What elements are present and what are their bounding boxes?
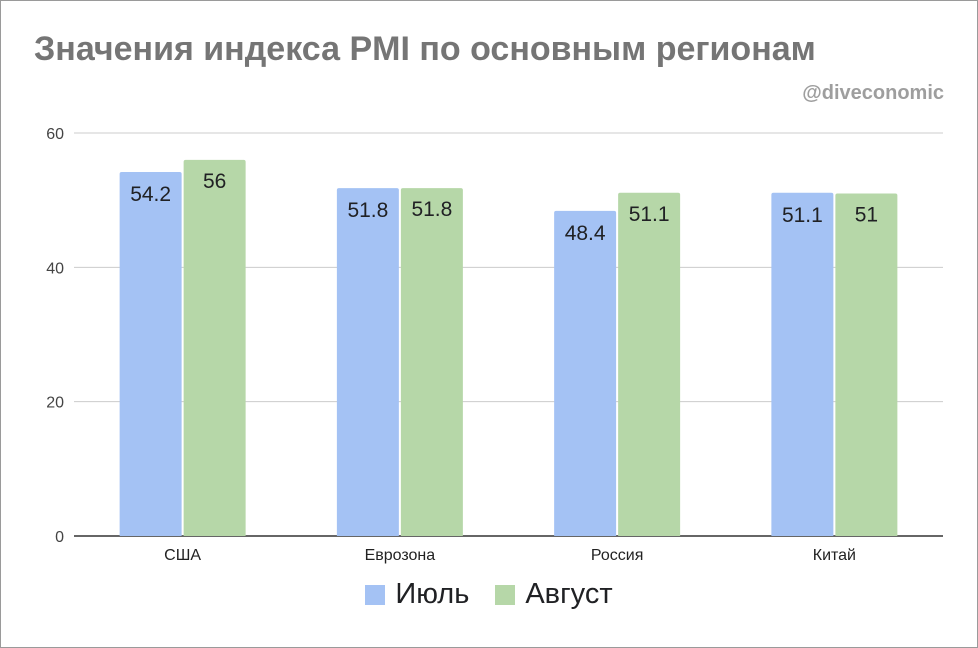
data-label: 51.8 [411,198,452,221]
bar [119,171,182,536]
data-label: 54.2 [130,183,171,206]
legend-swatch-july [365,584,386,605]
x-tick-label: Еврозона [365,547,436,564]
y-tick-label: 20 [46,395,64,412]
data-label: 51 [855,203,878,226]
bar [618,192,681,537]
bar [336,188,399,536]
bar [400,188,463,536]
legend-swatch-august [495,584,516,605]
y-tick-label: 0 [55,529,64,546]
bar [183,159,246,536]
legend-item-august[interactable]: Август [495,578,613,611]
bar [554,210,617,536]
y-tick-label: 60 [46,126,64,143]
data-label: 56 [203,170,226,193]
y-tick-label: 40 [46,260,64,277]
data-label: 51.8 [347,199,388,222]
legend-item-july[interactable]: Июль [365,578,469,611]
legend-label-july: Июль [395,578,470,610]
chart-title: Значения индекса PMI по основным региона… [34,30,816,68]
x-tick-label: Россия [591,547,643,564]
bar [771,192,834,537]
data-label: 51.1 [629,203,670,226]
bar [835,193,898,536]
x-tick-label: США [164,547,201,564]
x-tick-label: Китай [813,547,856,564]
legend-label-august: Август [525,578,613,610]
data-label: 48.4 [565,222,606,245]
data-label: 51.1 [782,204,823,227]
legend: Июль Август [0,578,978,611]
watermark: @diveconomic [802,82,944,104]
